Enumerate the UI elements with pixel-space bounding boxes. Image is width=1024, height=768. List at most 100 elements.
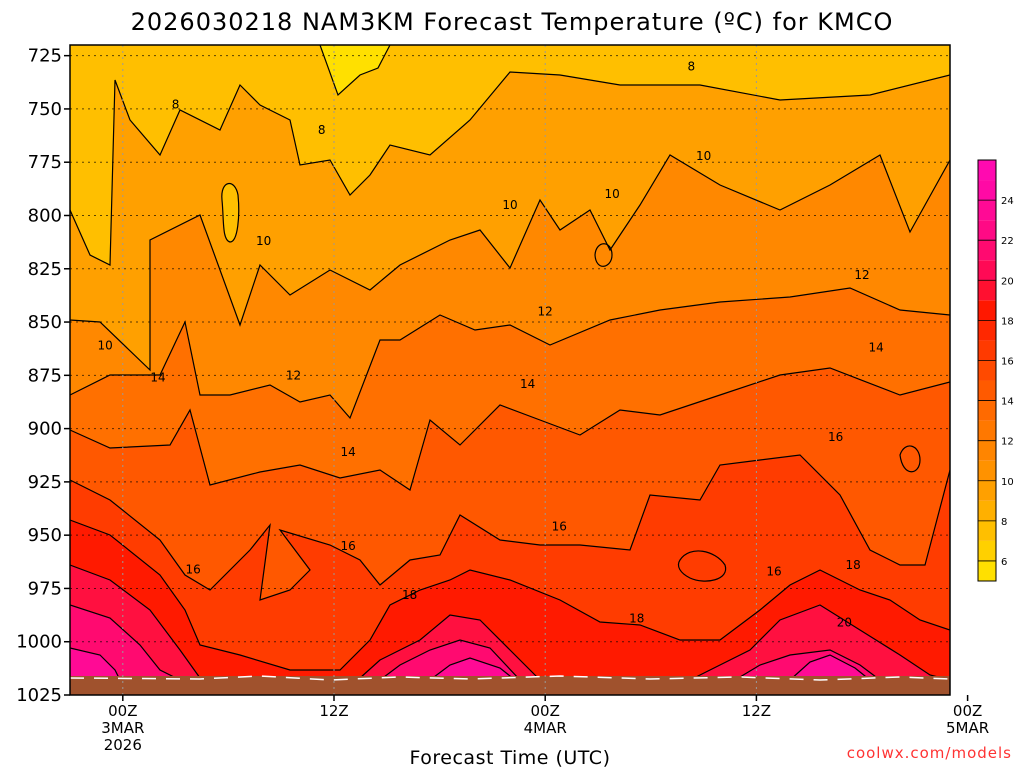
plot-frame xyxy=(69,44,951,696)
x-tick-date-48: 5MAR xyxy=(946,719,989,737)
contour-label-18-23: 18 xyxy=(402,588,417,602)
colorbar-label-6: 6 xyxy=(1001,557,1007,568)
contour-label-12-10: 12 xyxy=(854,268,869,282)
colorbar-label-18: 18 xyxy=(1001,316,1014,327)
contour-label-10-7: 10 xyxy=(98,338,113,352)
temp-band-6-8-pocket xyxy=(221,183,239,242)
contour-16-pocket-2 xyxy=(899,445,921,473)
colorbar-swatch-5 xyxy=(978,560,996,581)
contour-label-10-6: 10 xyxy=(696,149,711,163)
y-tick-label-750: 750 xyxy=(28,99,62,120)
contour-label-10-3: 10 xyxy=(256,234,271,248)
colorbar-swatch-24 xyxy=(978,180,996,201)
colorbar-label-20: 20 xyxy=(1001,276,1014,287)
contour-label-14-14: 14 xyxy=(868,341,883,355)
contour-18 xyxy=(70,519,950,671)
contour-label-16-18: 16 xyxy=(766,564,781,578)
y-tick-label-900: 900 xyxy=(28,419,62,440)
contour-label-14-13: 14 xyxy=(520,377,535,391)
colorbar-label-22: 22 xyxy=(1001,236,1014,247)
chart-title: 2026030218 NAM3KM Forecast Temperature (… xyxy=(131,8,894,36)
x-tick-label-36: 12Z xyxy=(742,702,771,720)
y-tick-label-1000: 1000 xyxy=(16,632,62,653)
contour-label-8-2: 8 xyxy=(687,59,695,73)
y-tick-label-775: 775 xyxy=(28,152,62,173)
contour-labels: 8 8 8 10 10 10 10 10 12 12 12 14 14 14 14 16 16 16 16 16 16 1… xyxy=(98,59,1015,629)
x-tick-date-24: 4MAR xyxy=(524,719,567,737)
contour-14 xyxy=(70,367,950,491)
ground-edge xyxy=(70,675,950,681)
ground-surface xyxy=(70,676,950,695)
y-tick-label-1025: 1025 xyxy=(16,685,62,706)
colorbar-swatch-16 xyxy=(978,340,996,361)
contour-label-16-21: 16 xyxy=(1000,539,1015,553)
contour-label-12-8: 12 xyxy=(286,368,301,382)
colorbar-label-10: 10 xyxy=(1001,477,1014,488)
contour-label-16-17: 16 xyxy=(552,520,567,534)
colorbar: 6 8 10 12 14 16 18 20 22 24 xyxy=(977,159,1014,582)
x-tick-label-0: 00Z xyxy=(108,702,137,720)
temp-band-24-26 xyxy=(70,648,870,680)
contour-20 xyxy=(70,564,950,681)
contour-24 xyxy=(70,647,871,681)
contour-8-pocket xyxy=(221,183,240,243)
x-axis-label: Forecast Time (UTC) xyxy=(410,747,611,768)
y-tick-label-825: 825 xyxy=(28,259,62,280)
contour-lines xyxy=(70,45,950,681)
y-tick-label-800: 800 xyxy=(28,205,62,226)
x-tick-year-0: 2026 xyxy=(104,736,142,754)
colorbar-swatch-7 xyxy=(978,520,996,541)
colorbar-swatch-11 xyxy=(978,440,996,461)
contour-label-14-11: 14 xyxy=(150,370,165,384)
colorbar-swatch-8 xyxy=(978,500,996,521)
temp-band-18-20 xyxy=(70,520,950,695)
contour-10 xyxy=(70,154,950,372)
contour-10-pocket xyxy=(594,243,613,267)
contour-label-16-19: 16 xyxy=(828,430,843,444)
x-tick-label-24: 00Z xyxy=(531,702,560,720)
colorbar-swatch-14 xyxy=(978,380,996,401)
contour-12 xyxy=(70,287,950,420)
x-tick-date-0: 3MAR xyxy=(101,719,144,737)
credit-text: coolwx.com/models xyxy=(847,744,1012,762)
contour-label-0-22: 0 xyxy=(960,466,968,480)
colorbar-swatch-18 xyxy=(978,300,996,321)
colorbar-swatch-23 xyxy=(978,200,996,221)
colorbar-swatch-9 xyxy=(978,480,996,501)
x-tick-label-48: 00Z xyxy=(953,702,982,720)
colorbar-label-8: 8 xyxy=(1001,517,1007,528)
colorbar-swatch-6 xyxy=(978,540,996,561)
colorbar-swatch-17 xyxy=(978,320,996,341)
contour-label-16-16: 16 xyxy=(340,539,355,553)
colorbar-label-16: 16 xyxy=(1001,356,1014,367)
y-tick-label-975: 975 xyxy=(28,578,62,599)
contour-22 xyxy=(70,604,881,681)
temp-band-4-6 xyxy=(320,45,390,95)
temp-band-6-8 xyxy=(70,45,950,265)
y-tick-label-725: 725 xyxy=(28,46,62,67)
contour-8 xyxy=(70,71,950,266)
temp-band-20-22 xyxy=(70,565,950,695)
colorbar-label-14: 14 xyxy=(1001,397,1014,408)
temperature-field: 8 8 8 10 10 10 10 10 12 12 12 14 14 14 14 16 16 16 16 16 16 1… xyxy=(70,45,1015,695)
colorbar-swatch-19 xyxy=(978,280,996,301)
colorbar-swatch-15 xyxy=(978,360,996,381)
contour-label-18-25: 18 xyxy=(846,558,861,572)
contour-6 xyxy=(319,45,391,97)
colorbar-label-12: 12 xyxy=(1001,437,1014,448)
colorbar-swatch-13 xyxy=(978,400,996,421)
x-tick-label-12: 12Z xyxy=(319,702,348,720)
colorbar-swatch-22 xyxy=(978,220,996,241)
y-tick-label-850: 850 xyxy=(28,312,62,333)
contour-label-18-24: 18 xyxy=(629,611,644,625)
y-tick-label-875: 875 xyxy=(28,365,62,386)
contour-label-10-5: 10 xyxy=(604,187,619,201)
colorbar-swatch-10 xyxy=(978,460,996,481)
contour-16-pocket xyxy=(677,550,727,582)
colorbar-label-24: 24 xyxy=(1001,196,1014,207)
colorbar-swatch-21 xyxy=(978,240,996,261)
y-axis: 725 750 775 800 825 850 875 900 925 950 975 1000 102… xyxy=(16,46,70,706)
colorbar-frame xyxy=(977,159,997,582)
